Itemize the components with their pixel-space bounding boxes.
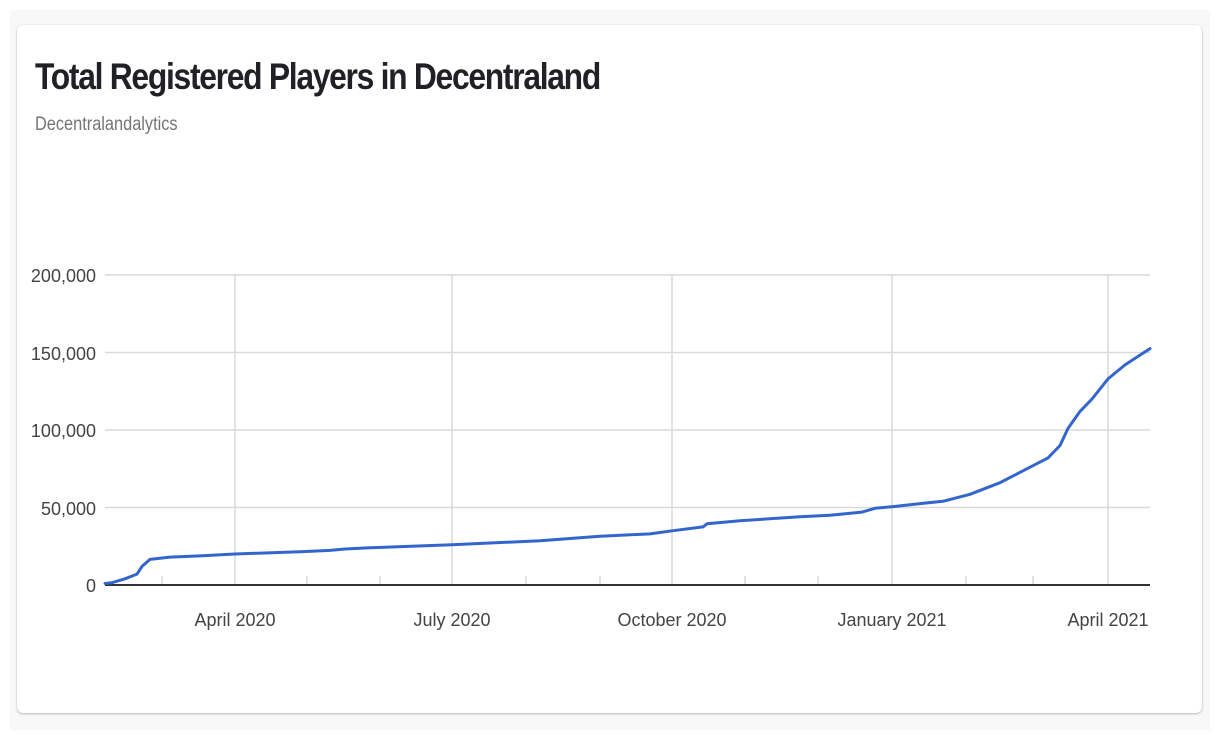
chart-title: Total Registered Players in Decentraland xyxy=(35,56,601,97)
x-tick-label: April 2020 xyxy=(194,610,275,630)
chart-card xyxy=(17,25,1202,713)
y-tick-label: 0 xyxy=(86,576,96,596)
series-line-total-players xyxy=(103,347,1152,585)
x-axis-labels: April 2020 July 2020 October 2020 Januar… xyxy=(194,610,1148,630)
minor-tick-marks xyxy=(161,576,1034,585)
horizontal-gridlines xyxy=(105,274,1150,509)
y-tick-label: 50,000 xyxy=(41,499,96,519)
y-tick-label: 100,000 xyxy=(31,421,96,441)
y-tick-label: 200,000 xyxy=(31,266,96,286)
x-tick-label: April 2021 xyxy=(1067,610,1148,630)
x-tick-label: January 2021 xyxy=(837,610,946,630)
x-tick-label: July 2020 xyxy=(413,610,490,630)
y-axis-labels: 0 50,000 100,000 150,000 200,000 xyxy=(31,266,96,596)
chart-subtitle: Decentralandalytics xyxy=(35,114,178,135)
x-tick-label: October 2020 xyxy=(617,610,726,630)
vertical-gridlines xyxy=(234,275,1109,585)
y-tick-label: 150,000 xyxy=(31,344,96,364)
